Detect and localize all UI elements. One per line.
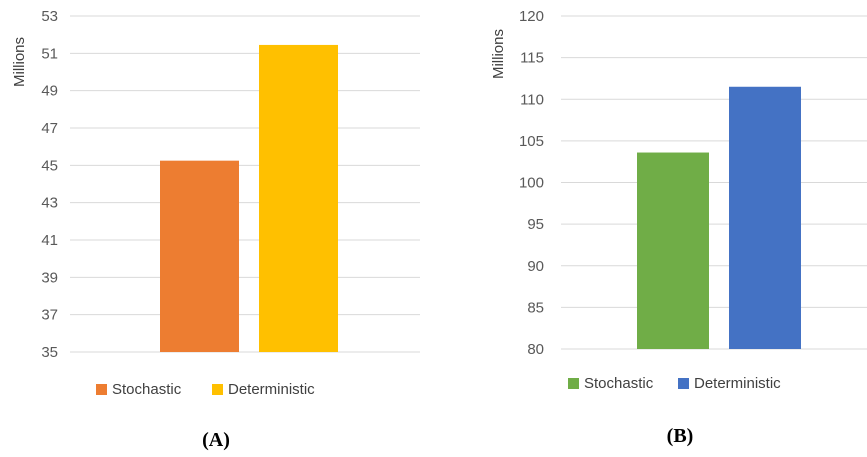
y-tick-label-a-37: 37 [41, 307, 58, 324]
legend-label-b-stochastic: Stochastic [584, 375, 654, 392]
legend-swatch-b-stochastic [568, 378, 579, 389]
bar-b-stochastic [637, 152, 709, 349]
panel-label-a: (A) [202, 429, 230, 451]
legend-swatch-b-deterministic [678, 378, 689, 389]
y-tick-label-a-53: 53 [41, 8, 58, 25]
legend-label-a-stochastic: Stochastic [112, 381, 182, 398]
y-tick-label-b-105: 105 [519, 133, 544, 150]
y-tick-label-b-85: 85 [527, 299, 544, 316]
y-tick-label-b-115: 115 [520, 50, 544, 67]
bar-a-deterministic [259, 44, 338, 352]
y-tick-label-b-120: 120 [519, 8, 544, 25]
chart-b: 80 85 90 95 100 105 110 115 120 Millions Stochasti… [490, 8, 867, 447]
bar-a-stochastic [160, 160, 239, 352]
bar-b-deterministic [729, 86, 801, 349]
y-axis-label-a: Millions [11, 37, 28, 87]
legend-swatch-a-stochastic [96, 384, 107, 395]
y-tick-label-b-80: 80 [527, 341, 544, 358]
y-axis-label-b: Millions [490, 29, 507, 79]
y-tick-label-a-47: 47 [41, 120, 58, 137]
legend-swatch-a-deterministic [212, 384, 223, 395]
legend-label-b-deterministic: Deterministic [694, 375, 781, 392]
y-tick-label-b-95: 95 [527, 216, 544, 233]
y-tick-label-a-35: 35 [41, 344, 58, 361]
legend-label-a-deterministic: Deterministic [228, 381, 315, 398]
y-tick-label-a-49: 49 [41, 83, 58, 100]
y-tick-label-a-43: 43 [41, 195, 58, 212]
chart-a: 35 37 39 41 43 45 47 49 51 53 Millions Stochastic De… [11, 8, 420, 451]
y-tick-label-a-51: 51 [41, 45, 58, 62]
y-tick-label-a-45: 45 [41, 157, 58, 174]
panel-label-b: (B) [667, 425, 694, 447]
y-tick-label-b-90: 90 [527, 258, 544, 275]
y-tick-label-b-100: 100 [519, 175, 544, 192]
y-tick-label-b-110: 110 [520, 91, 544, 108]
y-tick-label-a-41: 41 [41, 232, 58, 249]
y-tick-label-a-39: 39 [41, 269, 58, 286]
